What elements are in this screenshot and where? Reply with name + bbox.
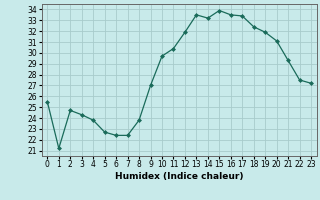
X-axis label: Humidex (Indice chaleur): Humidex (Indice chaleur) [115,172,244,181]
